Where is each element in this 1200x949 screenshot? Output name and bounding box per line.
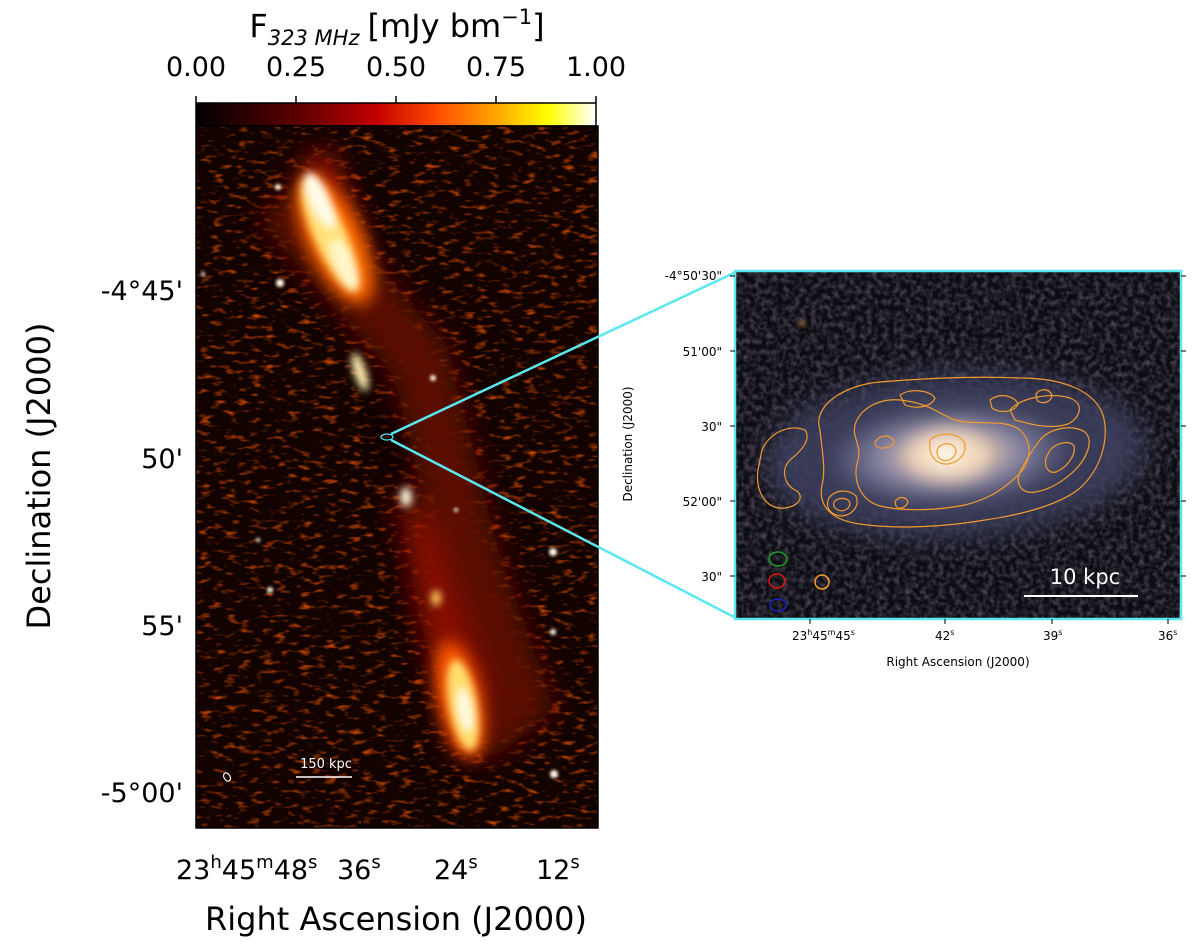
colorbar: F323 MHz [mJy bm−1] 0.00 0.25 0.50 0.75 1.00: [166, 5, 626, 127]
y-tick-label: 30": [701, 420, 722, 434]
galaxy-marker: [380, 433, 394, 441]
beam-orange: [814, 574, 830, 590]
beam-red: [768, 573, 786, 589]
colorbar-ticks: 0.00 0.25 0.50 0.75 1.00: [166, 52, 626, 103]
colorbar-tick-label: 0.00: [166, 52, 226, 83]
beam-markers: [768, 551, 830, 612]
radio-image-frame: [195, 125, 599, 829]
colorbar-tick-label: 0.25: [266, 52, 326, 83]
radio-contours: [756, 376, 1106, 528]
y-tick-label: 52'00": [683, 495, 722, 509]
left-x-tick-labels: 23h45m48s 36s 24s 12s: [176, 852, 580, 886]
beam-blue: [769, 598, 787, 612]
contour-outer: [818, 376, 1106, 528]
colorbar-bar: [195, 102, 597, 127]
scale-bar-label: 150 kpc: [300, 757, 352, 772]
radio-map-panel: F323 MHz [mJy bm−1] 0.00 0.25 0.50 0.75 1.00: [20, 5, 626, 938]
x-tick-label: 12s: [536, 852, 580, 886]
contour-west-arm: [756, 427, 808, 509]
radio-image: 150 kpc: [196, 126, 598, 828]
right-x-tick-labels: 23h45m45s 42s 39s 36s: [792, 628, 1177, 643]
right-axis-ticks: [730, 275, 1186, 624]
inset-scale-bar-label: 10 kpc: [1050, 565, 1120, 589]
y-tick-label: -4°50'30": [665, 269, 722, 283]
beam-green: [768, 551, 788, 567]
right-x-axis-label: Right Ascension (J2000): [886, 655, 1029, 669]
colorbar-tick-label: 0.75: [466, 52, 526, 83]
y-tick-label: 51'00": [683, 345, 722, 359]
optical-image: 10 kpc: [734, 270, 1182, 620]
y-tick-label: 50': [141, 444, 183, 475]
left-y-tick-labels: -4°45' 50' 55' -5°00': [101, 276, 183, 809]
beam-ellipse: [222, 772, 232, 782]
y-tick-label: -5°00': [101, 778, 183, 809]
inset-frame: [733, 269, 1183, 621]
x-tick-label: 36s: [337, 852, 381, 886]
colorbar-label: F323 MHz [mJy bm−1]: [249, 5, 544, 50]
left-y-axis-label: Declination (J2000): [20, 323, 58, 630]
right-y-tick-labels: -4°50'30" 51'00" 30" 52'00" 30": [665, 269, 722, 584]
x-tick-label: 39s: [1043, 628, 1062, 643]
left-axis-ticks: [196, 289, 598, 828]
x-tick-label: 23h45m45s: [792, 628, 855, 643]
x-tick-label: 23h45m48s: [176, 852, 317, 886]
colorbar-tick-label: 0.50: [366, 52, 426, 83]
zoom-connector-lines: [390, 270, 737, 620]
x-tick-label: 42s: [935, 628, 954, 643]
x-tick-label: 24s: [434, 852, 478, 886]
left-x-axis-label: Right Ascension (J2000): [205, 900, 587, 938]
colorbar-tick-label: 1.00: [566, 52, 626, 83]
x-tick-label: 36s: [1158, 628, 1177, 643]
right-y-axis-label: Declination (J2000): [621, 386, 635, 501]
optical-inset-panel: 10 kpc -4°50'30" 51'00" 30" 52'00" 30" D…: [621, 269, 1186, 669]
y-tick-label: 55': [141, 611, 183, 642]
y-tick-label: -4°45': [101, 276, 183, 307]
y-tick-label: 30": [701, 570, 722, 584]
